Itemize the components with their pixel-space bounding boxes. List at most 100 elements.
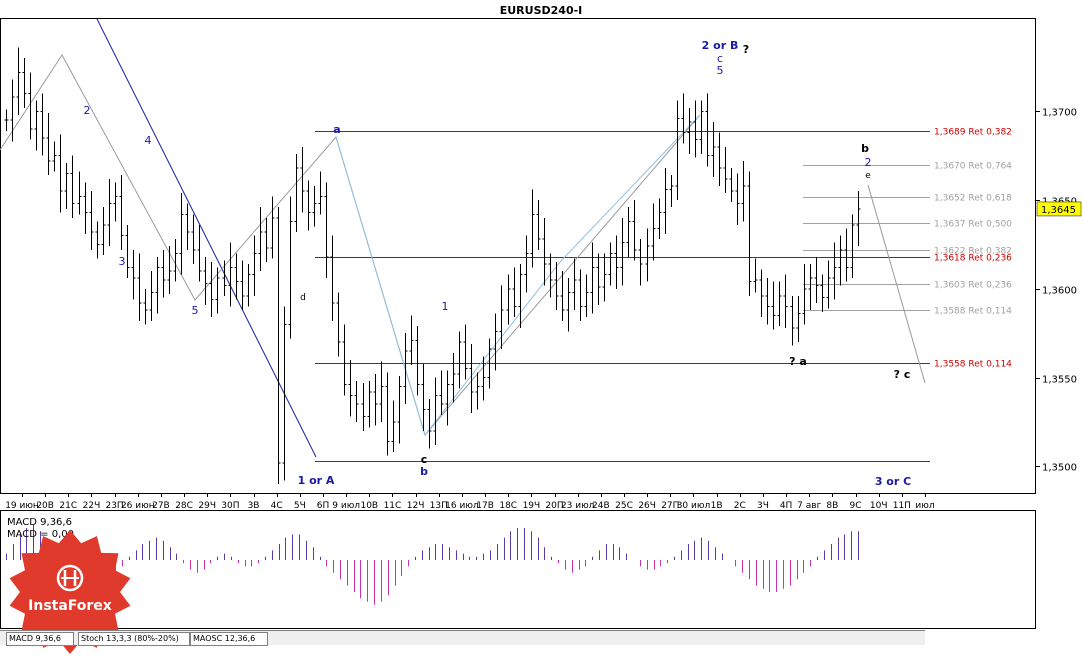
price-bar: [445, 370, 450, 426]
price-bar: [433, 377, 438, 446]
wave-label-question: ?: [743, 43, 749, 56]
price-bar: [367, 381, 372, 428]
x-tick-label: 25С: [615, 501, 633, 511]
instaforex-logo: InstaForex: [9, 530, 131, 654]
price-bar: [632, 200, 637, 261]
y-tick-label: 1,3500: [1042, 463, 1077, 474]
price-bar: [361, 382, 366, 431]
price-bar: [324, 182, 329, 279]
price-bar: [179, 192, 184, 275]
price-bar: [717, 132, 722, 186]
price-bar: [16, 47, 21, 115]
price-bar: [469, 343, 474, 414]
price-bar: [252, 235, 257, 296]
macd-panel-frame: [0, 510, 1036, 629]
price-bar: [614, 235, 619, 289]
price-bar: [651, 203, 656, 261]
price-bar: [191, 214, 196, 264]
wave-label-b-low: b: [420, 465, 428, 478]
price-bar: [759, 269, 764, 318]
x-tick-label: 21С: [59, 501, 77, 511]
price-bar: [77, 171, 82, 215]
chart-title: EURUSD240-I: [500, 4, 583, 17]
x-tick-label: 4С: [271, 501, 283, 511]
x-tick-label: 30П: [221, 501, 239, 511]
price-bar: [89, 191, 94, 250]
price-bar: [10, 79, 15, 142]
price-bar: [222, 260, 227, 296]
x-tick-label: 8В: [826, 501, 838, 511]
price-bars: [4, 47, 861, 485]
tab-macd[interactable]: MACD 9,36,6: [6, 632, 74, 646]
price-bar: [620, 217, 625, 286]
price-bar: [391, 400, 396, 453]
price-bar: [119, 175, 124, 250]
price-bar: [542, 217, 547, 286]
price-bar: [300, 146, 305, 213]
x-tick-label: 23 июл: [561, 501, 595, 511]
price-bar: [46, 113, 51, 176]
wave-label-q-c: ? c: [894, 368, 911, 381]
tab-maosc[interactable]: MAOSC 12,36,6: [190, 632, 268, 646]
price-bar: [705, 93, 710, 167]
price-bar: [276, 207, 281, 485]
price-bar: [765, 278, 770, 325]
price-bar: [693, 100, 698, 158]
price-bar: [487, 338, 492, 389]
wave-label-b: b: [861, 142, 869, 155]
x-tick-label: 23П: [105, 501, 123, 511]
wave-label-3: 3: [119, 255, 126, 268]
price-bar: [530, 189, 535, 268]
price-bar: [463, 324, 468, 380]
x-tick-label: 24В: [592, 501, 610, 511]
wave-label-2: 2: [865, 156, 872, 169]
logo-emblem-icon: [56, 564, 84, 592]
price-bar: [348, 359, 353, 417]
price-bar: [699, 100, 704, 154]
wave-label-2-or-b: 2 or B: [702, 39, 739, 52]
price-bar: [753, 258, 758, 293]
price-bar: [288, 196, 293, 339]
price-bar: [58, 134, 63, 213]
price-bar: [638, 239, 643, 286]
y-tick-label: 1,3600: [1042, 286, 1077, 297]
price-bar: [596, 253, 601, 305]
price-bar: [143, 288, 148, 325]
fibo-gray-label: 1,3670 Ret 0,764: [934, 162, 1012, 172]
x-tick-label: 29Ч: [198, 501, 216, 511]
price-bar: [572, 258, 577, 311]
fibo-red-label: 1,3558 Ret 0,114: [934, 360, 1012, 370]
x-tick-label: 26 июн: [121, 501, 155, 511]
x-tick-label: 13П: [430, 501, 448, 511]
price-bar: [234, 253, 239, 300]
price-bar: [850, 214, 855, 279]
price-bar: [518, 263, 523, 328]
x-tick-label: 5Ч: [294, 501, 306, 511]
x-tick-label: 3Ч: [757, 501, 769, 511]
price-bar: [771, 281, 776, 330]
price-bar: [439, 370, 444, 415]
price-bar: [342, 324, 347, 396]
price-bar: [107, 178, 112, 247]
price-bar: [306, 180, 311, 231]
wave-label-2-left: 2: [84, 104, 91, 117]
fibonacci-gray-levels: 1,3670 Ret 0,764 1,3652 Ret 0,618 1,3637 R…: [803, 162, 1012, 317]
x-tick-label: 28С: [175, 501, 193, 511]
tab-stochastic[interactable]: Stoch 13,3,3 (80%-20%): [78, 632, 190, 646]
price-bar: [185, 203, 190, 250]
price-bar: [645, 228, 650, 282]
wave-label-e: e: [865, 171, 871, 181]
price-bar: [336, 292, 341, 357]
macd-histogram: [6, 524, 859, 605]
x-tick-label: 6П: [317, 501, 330, 511]
price-bar: [735, 173, 740, 225]
price-bar: [608, 242, 613, 286]
price-bar: [397, 375, 402, 444]
price-bar: [457, 331, 462, 389]
price-bar: [584, 274, 589, 318]
price-bar: [240, 260, 245, 311]
x-tick-label: 30 июл: [677, 501, 711, 511]
y-tick-label: 1,3550: [1042, 375, 1077, 386]
price-bar: [161, 249, 166, 298]
